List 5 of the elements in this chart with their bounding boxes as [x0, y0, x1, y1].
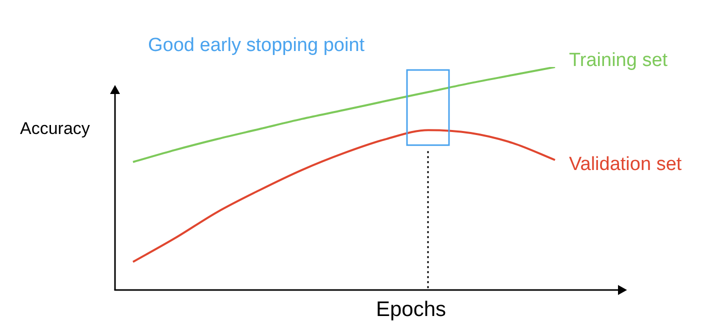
x-axis-title: Epochs [376, 298, 446, 322]
text: Good early stopping point [148, 35, 365, 57]
series-label: Validation set [569, 154, 682, 176]
series-label: Training set [569, 50, 668, 72]
y-axis-title: Accuracy [20, 119, 90, 139]
